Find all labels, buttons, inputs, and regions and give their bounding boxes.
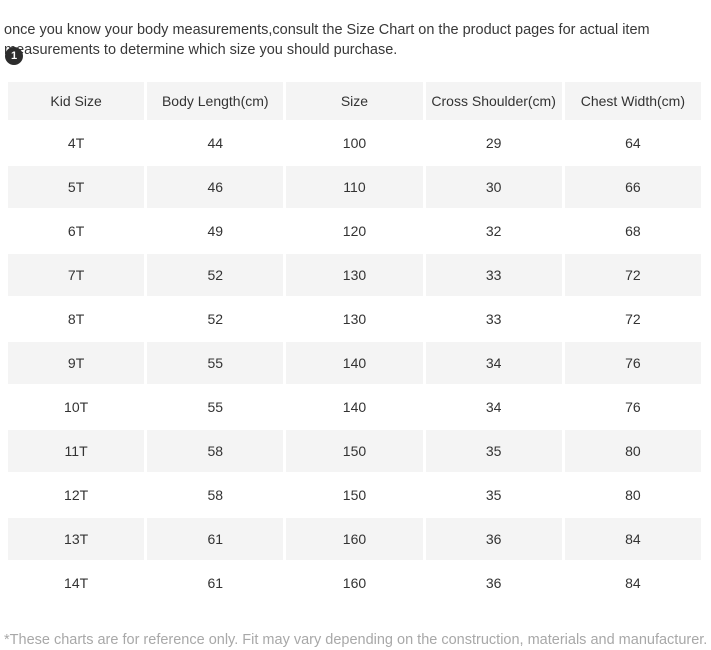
table-row: 10T 55 140 34 76	[8, 386, 701, 428]
intro-text: once you know your body measurements,con…	[4, 21, 650, 58]
table-cell: 130	[286, 298, 423, 340]
table-cell: 36	[425, 518, 562, 560]
table-cell: 84	[564, 518, 701, 560]
table-cell: 12T	[8, 474, 145, 516]
table-cell: 160	[286, 562, 423, 604]
table-cell: 140	[286, 342, 423, 384]
table-row: 11T 58 150 35 80	[8, 430, 701, 472]
table-cell: 33	[425, 298, 562, 340]
table-row: 14T 61 160 36 84	[8, 562, 701, 604]
table-row: 13T 61 160 36 84	[8, 518, 701, 560]
table-cell: 150	[286, 430, 423, 472]
table-cell: 55	[147, 386, 284, 428]
table-row: 5T 46 110 30 66	[8, 166, 701, 208]
table-cell: 100	[286, 122, 423, 164]
table-cell: 66	[564, 166, 701, 208]
table-cell: 9T	[8, 342, 145, 384]
table-cell: 10T	[8, 386, 145, 428]
table-cell: 14T	[8, 562, 145, 604]
table-cell: 33	[425, 254, 562, 296]
footnote-text: *These charts are for reference only. Fi…	[4, 631, 708, 648]
column-header: Chest Width(cm)	[564, 82, 701, 120]
table-cell: 64	[564, 122, 701, 164]
table-cell: 72	[564, 254, 701, 296]
table-cell: 46	[147, 166, 284, 208]
table-cell: 84	[564, 562, 701, 604]
table-cell: 4T	[8, 122, 145, 164]
table-cell: 80	[564, 430, 701, 472]
table-cell: 52	[147, 254, 284, 296]
table-cell: 80	[564, 474, 701, 516]
column-header: Kid Size	[8, 82, 145, 120]
table-cell: 36	[425, 562, 562, 604]
table-cell: 130	[286, 254, 423, 296]
table-cell: 58	[147, 430, 284, 472]
table-row: 12T 58 150 35 80	[8, 474, 701, 516]
table-cell: 76	[564, 386, 701, 428]
table-cell: 44	[147, 122, 284, 164]
table-cell: 49	[147, 210, 284, 252]
table-cell: 58	[147, 474, 284, 516]
table-row: 8T 52 130 33 72	[8, 298, 701, 340]
table-cell: 30	[425, 166, 562, 208]
table-cell: 13T	[8, 518, 145, 560]
column-header: Cross Shoulder(cm)	[425, 82, 562, 120]
table-row: 4T 44 100 29 64	[8, 122, 701, 164]
table-cell: 34	[425, 386, 562, 428]
table-cell: 150	[286, 474, 423, 516]
table-cell: 34	[425, 342, 562, 384]
column-header: Body Length(cm)	[147, 82, 284, 120]
header-row: Kid Size Body Length(cm) Size Cross Shoulde…	[8, 82, 701, 120]
table-body: 4T 44 100 29 64 5T 46 110 30 66 6T 49 120 32 68 7T 52 130…	[8, 122, 701, 604]
table-cell: 7T	[8, 254, 145, 296]
table-cell: 76	[564, 342, 701, 384]
table-cell: 11T	[8, 430, 145, 472]
table-cell: 52	[147, 298, 284, 340]
size-chart-table: Kid Size Body Length(cm) Size Cross Shoulde…	[5, 80, 704, 606]
table-cell: 110	[286, 166, 423, 208]
table-cell: 68	[564, 210, 701, 252]
table-cell: 72	[564, 298, 701, 340]
table-cell: 61	[147, 562, 284, 604]
table-cell: 120	[286, 210, 423, 252]
column-header: Size	[286, 82, 423, 120]
table-cell: 35	[425, 474, 562, 516]
table-cell: 29	[425, 122, 562, 164]
table-header: Kid Size Body Length(cm) Size Cross Shoulde…	[8, 82, 701, 120]
table-row: 7T 52 130 33 72	[8, 254, 701, 296]
table-cell: 32	[425, 210, 562, 252]
table-cell: 160	[286, 518, 423, 560]
step-1-badge: 1	[5, 47, 23, 65]
table-cell: 6T	[8, 210, 145, 252]
table-cell: 61	[147, 518, 284, 560]
table-row: 6T 49 120 32 68	[8, 210, 701, 252]
table-cell: 35	[425, 430, 562, 472]
table-cell: 55	[147, 342, 284, 384]
table-cell: 8T	[8, 298, 145, 340]
table-cell: 140	[286, 386, 423, 428]
table-row: 9T 55 140 34 76	[8, 342, 701, 384]
table-cell: 5T	[8, 166, 145, 208]
step-1-badge-label: 1	[10, 50, 18, 62]
